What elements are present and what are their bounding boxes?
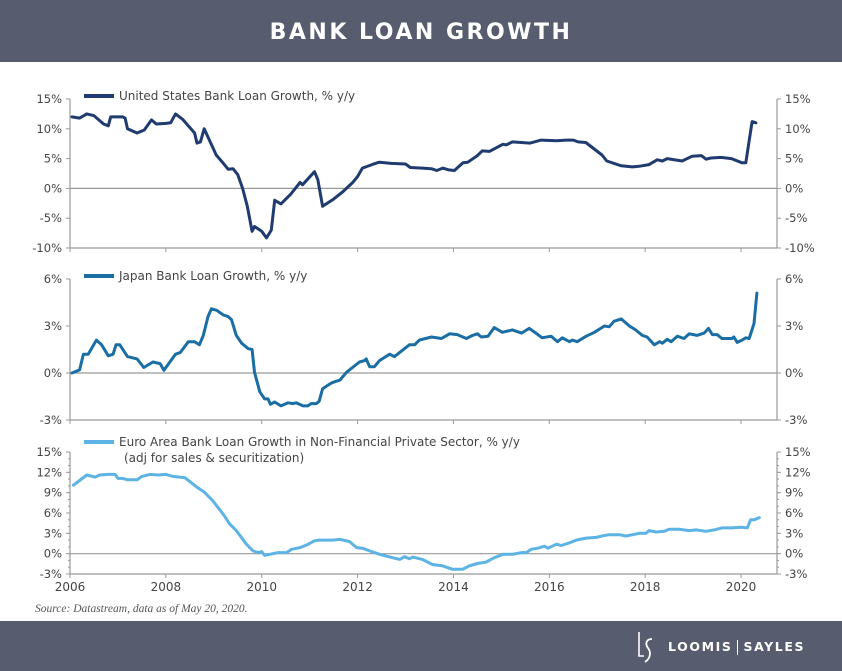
legend-label: Japan Bank Loan Growth, % y/y [118, 269, 307, 283]
source-note: Source: Datastream, data as of May 20, 2… [35, 603, 248, 615]
y-tick-label-left: 10% [36, 122, 62, 136]
y-tick-label-right: 3% [785, 319, 803, 333]
y-tick-label-right: 5% [785, 152, 803, 166]
y-tick-label-left: -10% [32, 241, 62, 255]
y-tick-label-left: 3% [44, 526, 62, 540]
y-tick-label-right: 10% [785, 122, 811, 136]
y-tick-label-right: -10% [785, 241, 815, 255]
y-tick-label-left: 15% [36, 92, 62, 106]
y-tick-label-left: 0% [44, 366, 62, 380]
y-tick-label-left: 6% [44, 272, 62, 286]
y-tick-label-right: -3% [785, 413, 807, 427]
y-tick-label-left: 0% [44, 181, 62, 195]
x-tick-label: 2020 [726, 580, 757, 594]
logo-text: LOOMIS SAYLES [668, 639, 805, 655]
x-tick-label: 2014 [438, 580, 469, 594]
panel-2: 15% 15%12% 12%9% 9%6% 6%3% 3%0% 0%-3% -3%2006 20… [36, 435, 810, 594]
y-tick-label-right: 12% [785, 465, 811, 479]
y-tick-label-left: 0% [44, 547, 62, 561]
legend-label: (adj for sales & securitization) [124, 451, 304, 465]
y-tick-label-right: 6% [785, 272, 803, 286]
y-tick-label-left: 6% [44, 506, 62, 520]
y-tick-label-right: 15% [785, 445, 811, 459]
y-tick-label-right: 0% [785, 181, 803, 195]
x-tick-label: 2012 [342, 580, 373, 594]
x-tick-label: 2008 [151, 580, 182, 594]
header-band: BANK LOAN GROWTH [0, 0, 842, 62]
y-tick-label-left: -3% [40, 567, 62, 581]
y-tick-label-left: 12% [36, 465, 62, 479]
y-tick-label-right: 3% [785, 526, 803, 540]
panel-0: 15% 15% 10% 10% 5% 5% 0% 0% -5% -5% -10% -10% United… [32, 89, 815, 255]
y-tick-label-left: 15% [36, 445, 62, 459]
legend-label: United States Bank Loan Growth, % y/y [119, 89, 355, 103]
y-tick-label-right: 0% [785, 366, 803, 380]
logo-left-word: LOOMIS [668, 639, 733, 654]
y-tick-label-right: 15% [785, 92, 811, 106]
series-line [70, 112, 758, 240]
panel-1: 6% 6% 3% 3% 0% 0% -3% -3% Japan Bank Loan Growth… [40, 269, 808, 427]
x-tick-label: 2016 [534, 580, 565, 594]
ls-monogram-icon [638, 632, 653, 663]
y-tick-label-right: 6% [785, 506, 803, 520]
y-tick-label-left: 9% [44, 486, 62, 500]
y-tick-label-left: -5% [40, 211, 62, 225]
footer-band [0, 621, 842, 671]
loomis-sayles-logo: LOOMIS SAYLES [636, 627, 805, 667]
y-tick-label-right: 0% [785, 547, 803, 561]
logo-right-word: SAYLES [743, 639, 806, 654]
series-line [70, 291, 759, 408]
series-line [71, 472, 761, 571]
logo-divider [737, 640, 739, 655]
x-tick-label: 2010 [246, 580, 277, 594]
x-tick-label: 2018 [630, 580, 661, 594]
y-tick-label-right: -3% [785, 567, 807, 581]
y-tick-label-left: 3% [44, 319, 62, 333]
y-tick-label-right: -5% [785, 211, 807, 225]
legend-label: Euro Area Bank Loan Growth in Non-Financ… [119, 435, 520, 449]
chart-area: 15% 15% 10% 10% 5% 5% 0% 0% -5% -5% -10% -10% United… [32, 89, 815, 594]
y-tick-label-left: -3% [40, 413, 62, 427]
y-tick-label-right: 9% [785, 486, 803, 500]
chart-title: BANK LOAN GROWTH [269, 20, 573, 45]
y-tick-label-left: 5% [44, 152, 62, 166]
x-tick-label: 2006 [55, 580, 86, 594]
